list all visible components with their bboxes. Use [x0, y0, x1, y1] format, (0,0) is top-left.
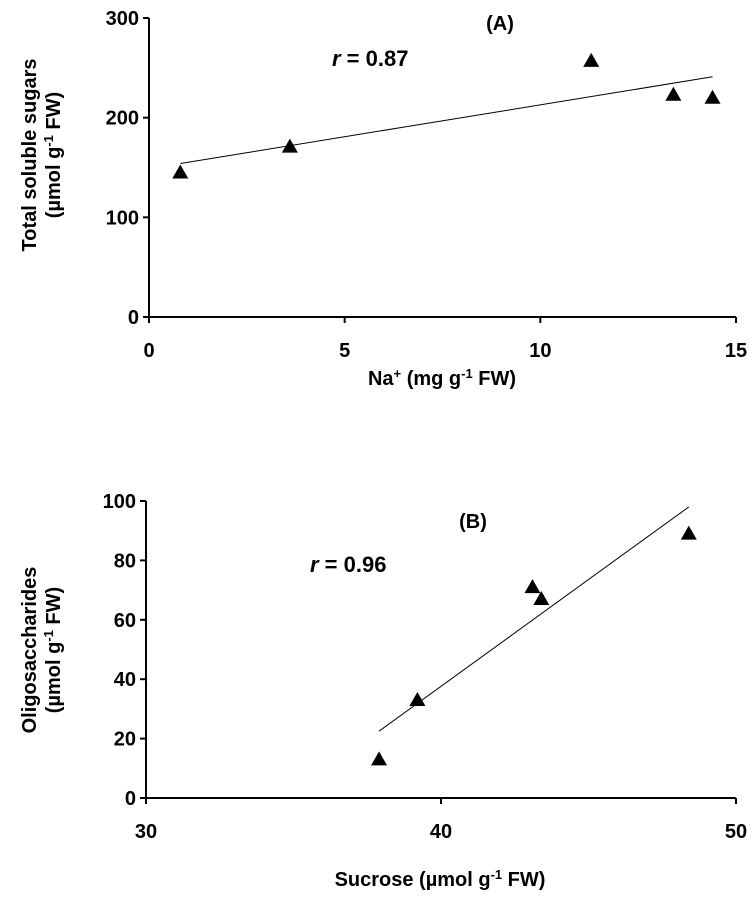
panel-b-x-tick-label-0: 30: [135, 821, 157, 843]
panel-a-point-4: [704, 89, 721, 104]
panel-b-ylabel-line2: (µmol g-1 FW): [41, 587, 66, 713]
panel-a-points-group: [172, 52, 721, 179]
panel-b-ylabel-line2-tail: FW): [43, 587, 65, 630]
panel-b-y-axis-title: Oligosaccharides (µmol g-1 FW): [19, 567, 65, 734]
panel-b-r-value: = 0.96: [319, 552, 387, 577]
panel-b: 30 40 50 0 20 40 60 80 100 (B) r = 0.96 Sucrose …: [19, 491, 747, 891]
panel-a-y-tick-label-1: 100: [106, 207, 139, 229]
panel-a-tick-group: 0 5 10 15 0 100 200 300: [106, 8, 748, 362]
panel-a-correlation: r = 0.87: [332, 46, 408, 71]
panel-a-axes: [148, 18, 736, 318]
panel-a-x-tick-label-3: 15: [725, 340, 747, 362]
panel-b-ylabel-line1: Oligosaccharides: [19, 567, 41, 734]
panel-b-ylabel-line2-base: (µmol g: [43, 642, 65, 714]
panel-b-trendline-group: [378, 506, 690, 732]
panel-b-xlabel-base: Sucrose (µmol g: [335, 869, 491, 891]
panel-a-x-axis-title: Na+ (mg g-1 FW): [368, 366, 516, 391]
panel-a-point-3: [665, 86, 682, 101]
panel-a-xlabel-rest: (mg g: [401, 368, 461, 390]
panel-a-y-tick-label-2: 200: [106, 108, 139, 130]
panel-a-xlabel-base: Na: [368, 368, 394, 390]
panel-a-ylabel-line2: (µmol g-1 FW): [41, 92, 66, 218]
panel-a-xlabel-sup: +: [394, 366, 402, 381]
panel-a-ylabel-line2-tail: FW): [43, 92, 65, 135]
panel-b-point-4: [680, 525, 697, 540]
panel-b-xlabel-sup: -1: [491, 867, 503, 882]
panel-b-point-1: [409, 691, 426, 706]
panel-b-y-tick-label-0: 0: [125, 788, 136, 810]
panel-a-ylabel-line2-base: (µmol g: [43, 147, 65, 219]
panel-a-point-0: [172, 164, 189, 179]
panel-b-point-2: [524, 579, 541, 594]
panel-a-xlabel-sup2: -1: [461, 366, 473, 381]
panel-a-xlabel-tail: FW): [473, 368, 516, 390]
panel-a-r-value: = 0.87: [341, 46, 409, 71]
panel-b-correlation: r = 0.96: [310, 552, 386, 577]
panel-b-y-tick-label-1: 20: [114, 729, 136, 751]
panel-b-points-group: [371, 525, 697, 766]
panel-a-trendline-group: [180, 76, 713, 165]
panel-b-x-tick-label-1: 40: [430, 821, 452, 843]
panel-b-trendline: [378, 506, 690, 732]
panel-b-label: (B): [459, 511, 487, 533]
panel-a-point-2: [583, 52, 600, 67]
panel-a-ylabel-line1: Total soluble sugars: [19, 59, 41, 252]
panel-a-ylabel-line2-sup: -1: [41, 135, 56, 147]
panel-b-point-3: [533, 591, 550, 606]
panel-b-axes: [145, 501, 736, 799]
panel-b-r-symbol: r: [310, 552, 320, 577]
panel-a-x-tick-label-2: 10: [529, 340, 551, 362]
panel-a-label: (A): [486, 13, 514, 35]
panel-b-y-tick-label-3: 60: [114, 610, 136, 632]
panel-b-y-tick-label-2: 40: [114, 669, 136, 691]
panel-b-y-tick-label-5: 100: [103, 491, 136, 513]
panel-a-point-1: [281, 138, 298, 153]
panel-a-y-tick-label-3: 300: [106, 8, 139, 30]
panel-b-x-axis-title: Sucrose (µmol g-1 FW): [335, 867, 546, 892]
panel-b-point-0: [371, 751, 388, 766]
panel-a-r-symbol: r: [332, 46, 342, 71]
panel-b-y-tick-label-4: 80: [114, 550, 136, 572]
panel-b-x-tick-label-2: 50: [725, 821, 747, 843]
panel-a-y-tick-label-0: 0: [128, 307, 139, 329]
panel-b-tick-group: 30 40 50 0 20 40 60 80 100: [103, 491, 748, 843]
panel-a-x-tick-label-0: 0: [143, 340, 154, 362]
panel-b-xlabel-rest: FW): [502, 869, 545, 891]
panel-b-ylabel-line2-sup: -1: [41, 630, 56, 642]
panel-a-x-tick-label-1: 5: [339, 340, 350, 362]
panel-a-trendline: [180, 76, 713, 165]
panel-a-y-axis-title: Total soluble sugars (µmol g-1 FW): [19, 59, 65, 252]
